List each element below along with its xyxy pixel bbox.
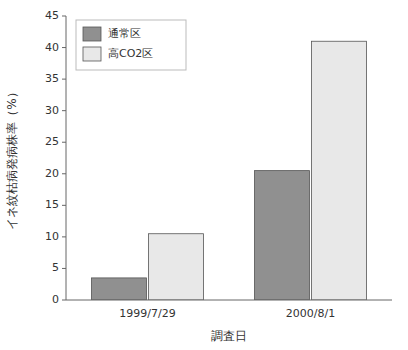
- x-axis-line: [66, 300, 392, 301]
- y-tick-label: 5: [52, 261, 59, 274]
- y-tick-label: 20: [45, 167, 59, 180]
- y-tick-label: 30: [45, 104, 59, 117]
- y-tick: [62, 236, 66, 237]
- y-tick: [62, 16, 66, 17]
- bar: [91, 278, 146, 300]
- y-tick: [62, 205, 66, 206]
- bars: [91, 41, 366, 300]
- y-axis-label: イネ紋枯病発病株率（%）: [5, 86, 19, 229]
- chart: 0 5 10 15 20 25 30 35 40 45 1999/7/29 2000/8/1 調査日 イネ…: [0, 0, 408, 350]
- y-tick: [62, 268, 66, 269]
- y-tick-label: 15: [45, 198, 59, 211]
- y-tick: [62, 47, 66, 48]
- x-axis: 1999/7/29 2000/8/1: [119, 307, 335, 320]
- y-tick-label: 0: [52, 293, 59, 306]
- y-tick-label: 35: [45, 72, 59, 85]
- y-tick: [62, 79, 66, 80]
- y-tick: [62, 300, 66, 301]
- legend-swatch: [83, 47, 101, 61]
- legend-box: [76, 20, 186, 70]
- x-axis-label: 調査日: [211, 329, 247, 343]
- legend: 通常区高CO2区: [76, 20, 186, 70]
- y-tick-label: 10: [45, 230, 59, 243]
- bar: [254, 171, 309, 300]
- y-axis: 0 5 10 15 20 25 30 35 40 45: [45, 9, 66, 306]
- y-tick-label: 40: [45, 41, 59, 54]
- legend-swatch: [83, 27, 101, 41]
- bar: [149, 234, 204, 300]
- y-tick: [62, 173, 66, 174]
- x-tick-label: 1999/7/29: [119, 307, 175, 320]
- y-axis-line: [66, 16, 67, 300]
- legend-label: 通常区: [108, 27, 141, 40]
- y-tick: [62, 142, 66, 143]
- y-tick-label: 45: [45, 9, 59, 22]
- legend-label: 高CO2区: [108, 47, 153, 60]
- y-tick-label: 25: [45, 135, 59, 148]
- x-tick-label: 2000/8/1: [286, 307, 335, 320]
- bar: [312, 41, 367, 300]
- y-tick: [62, 110, 66, 111]
